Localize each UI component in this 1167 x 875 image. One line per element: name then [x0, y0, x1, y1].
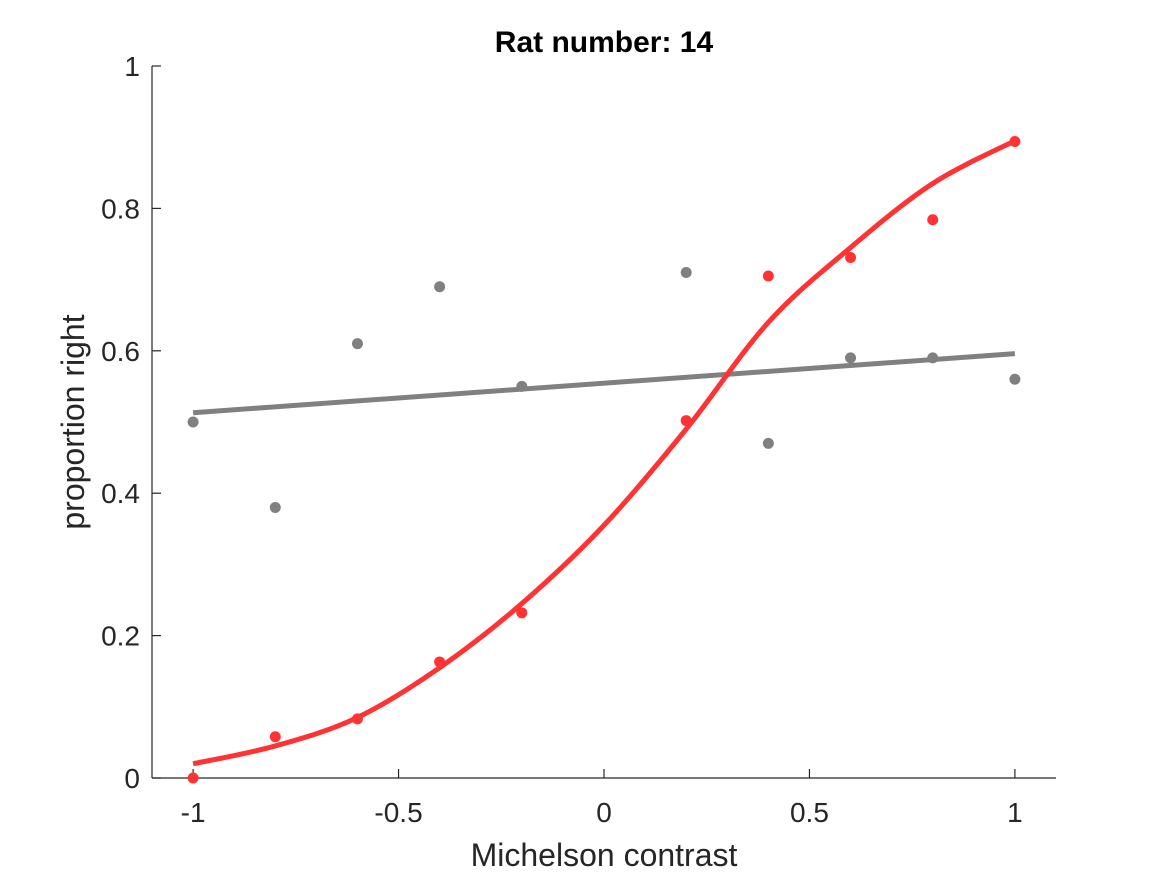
data-point — [762, 270, 774, 282]
data-point — [927, 352, 939, 364]
x-tick-label: 0 — [596, 797, 612, 828]
series-0 — [187, 266, 1021, 513]
data-point — [269, 501, 281, 513]
data-point — [762, 437, 774, 449]
data-point — [434, 281, 446, 293]
data-point — [680, 266, 692, 278]
y-tick-label: 0 — [124, 763, 140, 794]
fit-line-series-1 — [192, 138, 1017, 767]
x-tick-label: -1 — [181, 797, 206, 828]
fit-line-series-0 — [192, 351, 1016, 416]
y-tick-label: 0.2 — [101, 621, 140, 652]
y-tick-label: 0.4 — [101, 478, 140, 509]
data-point — [351, 338, 363, 350]
data-point — [269, 731, 281, 743]
y-tick-label: 1 — [124, 51, 140, 82]
data-point — [187, 416, 199, 428]
x-axis: -1 -0.5 0 0.5 1 — [152, 769, 1056, 828]
x-tick-label: 0.5 — [790, 797, 829, 828]
y-tick-label: 0.8 — [101, 193, 140, 224]
data-point — [187, 772, 199, 784]
x-axis-label: Michelson contrast — [471, 837, 738, 873]
data-point — [1009, 135, 1021, 147]
data-point — [1009, 373, 1021, 385]
series-1 — [187, 135, 1021, 784]
data-point — [845, 252, 857, 264]
data-point — [680, 415, 692, 427]
plot-area — [187, 135, 1021, 784]
y-tick-label: 0.6 — [101, 336, 140, 367]
data-point — [516, 380, 528, 392]
data-point — [351, 713, 363, 725]
y-ticks: 0 0.2 0.4 0.6 0.8 1 — [101, 51, 161, 794]
data-point — [927, 214, 939, 226]
x-ticks: -1 -0.5 0 0.5 1 — [181, 769, 1023, 828]
data-point — [516, 607, 528, 619]
data-point — [845, 352, 857, 364]
data-point — [434, 656, 446, 668]
y-axis: 0 0.2 0.4 0.6 0.8 1 — [101, 51, 161, 794]
x-tick-label: -0.5 — [374, 797, 422, 828]
chart-title: Rat number: 14 — [495, 26, 714, 59]
y-axis-label: proportion right — [55, 314, 91, 529]
x-tick-label: 1 — [1007, 797, 1023, 828]
